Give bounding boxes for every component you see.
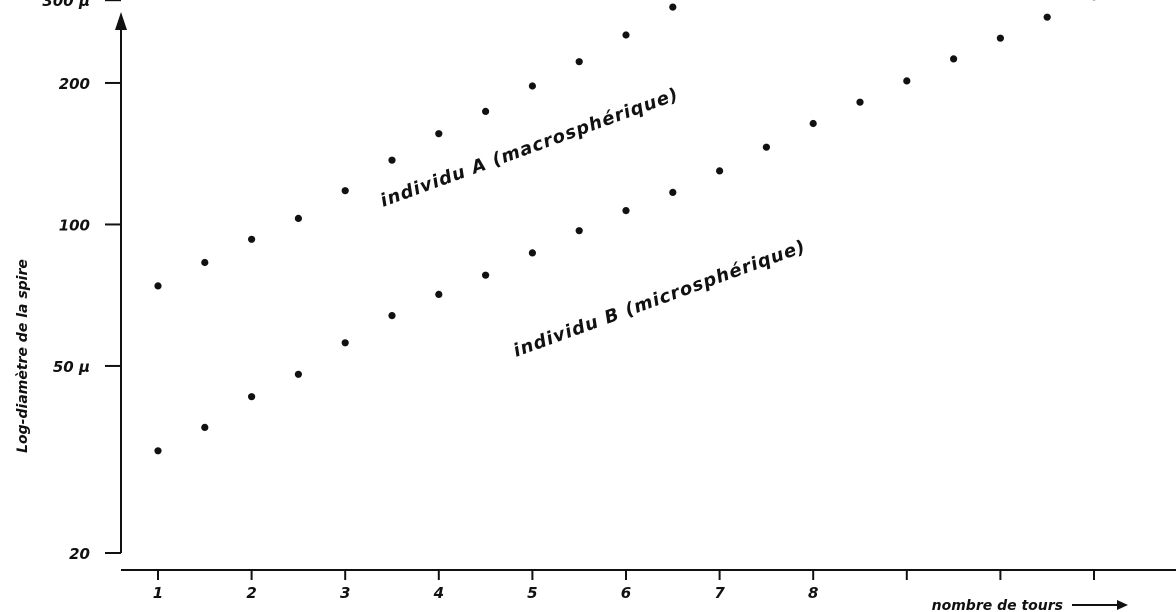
data-point [528, 249, 537, 257]
x-tick-label: 7 [714, 584, 725, 602]
y-tick-label: 20 [69, 545, 90, 563]
x-axis-label-arrowhead [1117, 600, 1128, 610]
series-b [154, 0, 1096, 455]
x-tick-label: 4 [433, 584, 444, 602]
x-tick-label: 5 [527, 584, 537, 602]
series-a [154, 3, 677, 290]
x-ticks: 1 2 3 4 5 6 7 8 [153, 570, 1095, 602]
y-axis-arrow [115, 12, 127, 30]
data-point [482, 107, 490, 115]
data-point [716, 167, 724, 175]
data-point [341, 187, 349, 195]
y-tick-label: 300 µ [42, 0, 90, 10]
y-axis [115, 12, 127, 553]
data-point [388, 312, 396, 320]
data-point [669, 188, 677, 196]
data-point [248, 393, 256, 401]
data-point [996, 34, 1005, 42]
data-point [435, 130, 443, 138]
series-label-a: individu A (macrosphérique) [378, 84, 682, 212]
data-point [294, 370, 302, 378]
data-point [482, 271, 490, 279]
y-tick-label: 50 µ [53, 358, 90, 376]
data-point [575, 227, 583, 235]
data-point [154, 282, 162, 290]
data-points [154, 0, 1096, 455]
data-point [669, 3, 677, 11]
y-tick-label: 200 [59, 75, 90, 93]
data-point [528, 82, 537, 90]
x-tick-label: 3 [340, 584, 350, 602]
x-axis-label-group: nombre de tours [932, 598, 1128, 612]
data-point [622, 207, 630, 215]
data-point [435, 290, 443, 298]
data-point [154, 447, 162, 455]
data-point [809, 119, 817, 128]
y-tick-label: 100 [59, 216, 90, 234]
data-point [575, 58, 583, 66]
data-point [1043, 13, 1051, 21]
data-point [622, 31, 630, 39]
y-axis-label: Log-diamètre de la spire [15, 259, 31, 453]
data-point [201, 423, 209, 431]
x-tick-label: 8 [808, 584, 818, 602]
series-label-b: individu B (microsphérique) [511, 236, 809, 362]
x-tick-label: 2 [246, 584, 256, 602]
x-tick-label: 6 [621, 584, 631, 602]
y-ticks: 20 50 µ 100 200 300 µ [42, 0, 121, 563]
data-point [856, 98, 864, 106]
data-point [248, 235, 256, 243]
data-point [388, 156, 396, 164]
data-point [903, 77, 911, 85]
data-point [294, 214, 302, 222]
x-tick-label: 1 [153, 584, 163, 602]
data-point [762, 143, 771, 151]
x-axis-label: nombre de tours [932, 598, 1063, 612]
data-point [341, 339, 349, 347]
data-point [201, 258, 209, 267]
data-point [950, 55, 958, 63]
